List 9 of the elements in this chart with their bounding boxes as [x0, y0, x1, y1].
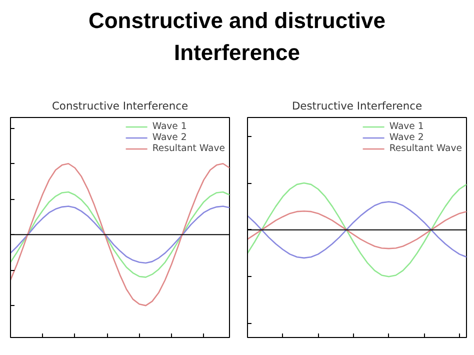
legend-label: Wave 1 [389, 121, 424, 132]
legend-label: Wave 2 [389, 132, 424, 143]
chart-subtitle: Constructive Interference [52, 100, 188, 112]
legend-label: Resultant Wave [152, 143, 225, 154]
legend-label: Wave 1 [152, 121, 187, 132]
legend-label: Wave 2 [152, 132, 187, 143]
chart-title: Constructive and distructive Interference [87, 7, 387, 67]
chart-title: Destructive Interference [292, 100, 422, 112]
legend-label: Resultant Wave [389, 143, 462, 154]
